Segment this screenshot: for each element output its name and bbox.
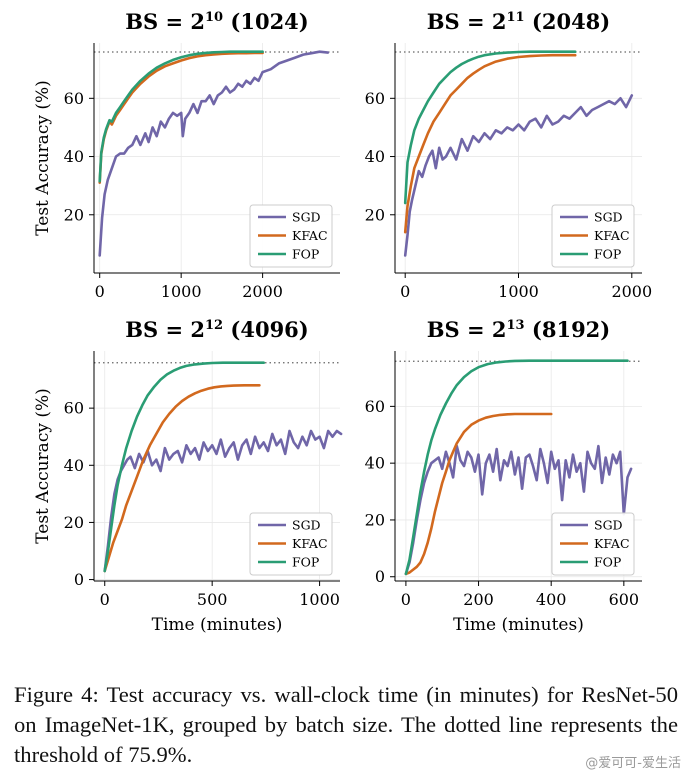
y-axis-label: Test Accuracy (%) (33, 80, 53, 236)
legend-label-kfac: KFAC (292, 228, 328, 243)
x-tick-label: 400 (536, 590, 567, 609)
chart-panel: 0 1000 2000 20 40 60 BS = 211 (2048) SGD KFAC FOP (365, 9, 653, 301)
series-line-kfac (404, 412, 553, 576)
series-line-kfac (98, 51, 264, 184)
x-axis-label: Time (minutes) (453, 615, 584, 635)
x-tick-label: 1000 (498, 282, 539, 301)
series-line-fop (404, 359, 629, 576)
y-tick-label: 40 (365, 454, 385, 473)
chart-panel: 0 500 1000 0 20 40 60 BS = 212 (4096) Test Accur… (33, 317, 343, 635)
title-exponent: 10 (205, 10, 223, 25)
y-tick-label: 60 (365, 89, 385, 108)
x-tick-label: 1000 (161, 282, 202, 301)
legend-box (249, 512, 333, 576)
legend-label-sgd: SGD (292, 210, 321, 225)
figure-caption: Figure 4: Test accuracy vs. wall-clock t… (14, 682, 678, 767)
x-axis-label: Time (minutes) (152, 615, 283, 635)
legend-label-kfac: KFAC (292, 536, 328, 551)
title-suffix: (1024) (223, 9, 309, 34)
chart-title: BS = 211 (2048) (427, 9, 610, 34)
y-tick-label: 40 (64, 456, 84, 475)
series-line-fop (98, 50, 264, 183)
legend-label-sgd: SGD (292, 518, 321, 533)
series-line-kfac (403, 53, 577, 234)
x-tick-label: 500 (197, 590, 228, 609)
title-suffix: (2048) (525, 9, 611, 34)
title-main: BS = 2 (125, 9, 205, 34)
legend-label-fop: FOP (594, 555, 621, 570)
y-tick-label: 20 (64, 205, 84, 224)
x-tick-label: 2000 (242, 282, 283, 301)
y-tick-label: 20 (365, 510, 385, 529)
y-tick-label: 20 (365, 205, 385, 224)
y-tick-label: 20 (64, 513, 84, 532)
legend-label-kfac: KFAC (594, 536, 630, 551)
x-tick-label: 0 (95, 282, 105, 301)
title-exponent: 12 (205, 318, 223, 333)
title-main: BS = 2 (427, 317, 507, 342)
x-tick-label: 200 (463, 590, 494, 609)
watermark-text: @爱可可-爱生活 (585, 756, 681, 771)
legend-label-fop: FOP (292, 247, 319, 262)
title-exponent: 13 (507, 318, 525, 333)
legend-box (551, 204, 635, 268)
y-tick-label: 60 (64, 399, 84, 418)
series-line-sgd (403, 94, 634, 257)
chart-title: BS = 213 (8192) (427, 317, 610, 342)
series-line-fop (403, 50, 577, 205)
legend: SGD KFAC FOP (249, 204, 333, 268)
title-main: BS = 2 (427, 9, 507, 34)
legend-box (551, 512, 635, 576)
legend-label-kfac: KFAC (594, 228, 630, 243)
series-line-sgd (404, 444, 633, 576)
chart-title: BS = 210 (1024) (125, 9, 308, 34)
legend: SGD KFAC FOP (551, 204, 635, 268)
legend-label-sgd: SGD (594, 210, 623, 225)
legend: SGD KFAC FOP (551, 512, 635, 576)
legend-label-sgd: SGD (594, 518, 623, 533)
x-tick-label: 0 (100, 590, 110, 609)
y-axis-label: Test Accuracy (%) (33, 388, 53, 544)
legend-box (249, 204, 333, 268)
y-tick-label: 0 (375, 567, 385, 586)
chart-panel: 0 200 400 600 0 20 40 60 BS = 213 (8192) Time (mi… (365, 317, 642, 635)
y-tick-label: 0 (74, 570, 84, 589)
series-line-sgd (98, 50, 330, 257)
x-tick-label: 600 (609, 590, 640, 609)
title-main: BS = 2 (125, 317, 205, 342)
x-tick-label: 2000 (611, 282, 652, 301)
y-tick-label: 40 (64, 147, 84, 166)
title-exponent: 11 (507, 10, 525, 25)
y-tick-label: 60 (365, 397, 385, 416)
title-suffix: (8192) (525, 317, 611, 342)
legend-label-fop: FOP (594, 247, 621, 262)
chart-title: BS = 212 (4096) (125, 317, 308, 342)
series-line-fop (103, 361, 266, 573)
legend-label-fop: FOP (292, 555, 319, 570)
series-line-sgd (103, 429, 343, 573)
chart-panel: 0 1000 2000 20 40 60 BS = 210 (1024) Test Accur… (33, 9, 340, 301)
title-suffix: (4096) (223, 317, 309, 342)
x-tick-label: 0 (400, 282, 410, 301)
x-tick-label: 1000 (299, 590, 340, 609)
legend: SGD KFAC FOP (249, 512, 333, 576)
series-line-kfac (103, 383, 261, 573)
y-tick-label: 60 (64, 89, 84, 108)
x-tick-label: 0 (401, 590, 411, 609)
y-tick-label: 40 (365, 147, 385, 166)
